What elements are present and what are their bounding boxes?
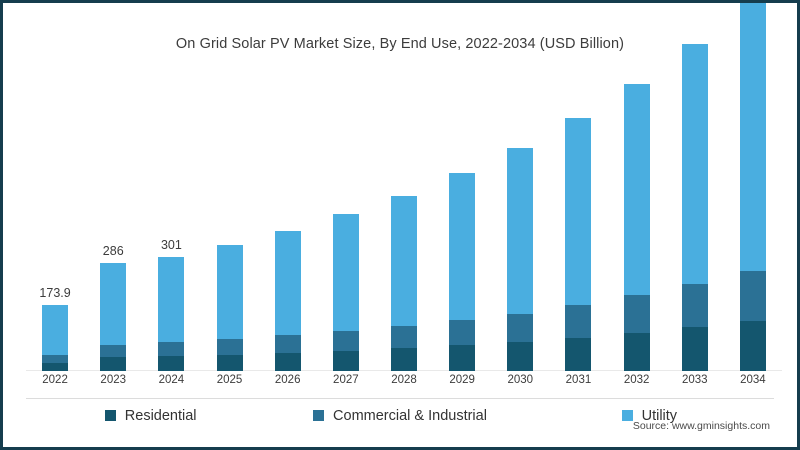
bar-group[interactable] <box>274 230 301 371</box>
x-tick-label: 2029 <box>449 374 475 386</box>
legend-item-residential[interactable]: Residential <box>26 408 275 424</box>
bar-value-label: 286 <box>102 243 124 258</box>
bar-segment-commercial-industrial[interactable] <box>158 342 185 357</box>
bar-segment-utility[interactable] <box>158 257 185 343</box>
bar-group[interactable] <box>507 147 534 371</box>
bar-segment-commercial-industrial[interactable] <box>274 335 301 353</box>
bar-segment-commercial-industrial[interactable] <box>332 330 359 351</box>
bar-segment-commercial-industrial[interactable] <box>739 271 766 321</box>
x-tick-label: 2032 <box>623 374 650 386</box>
x-tick-label: 2022 <box>42 374 68 386</box>
bar-segment-commercial-industrial[interactable] <box>623 295 650 333</box>
x-tick-label: 2027 <box>333 374 359 386</box>
bar-segment-residential[interactable] <box>565 337 592 371</box>
bar-group[interactable] <box>391 195 417 371</box>
bar-segment-utility[interactable] <box>623 83 650 296</box>
bar-group[interactable]: 286 <box>100 244 127 371</box>
bar-group[interactable]: 173.9 <box>39 286 71 371</box>
bar-segment-commercial-industrial[interactable] <box>449 320 476 346</box>
x-tick-label: 2030 <box>507 374 534 386</box>
legend-item-utility[interactable]: Utility <box>525 408 774 424</box>
legend-swatch-icon <box>104 410 116 421</box>
bar-group[interactable] <box>449 173 476 371</box>
x-tick-label: 2034 <box>740 374 766 386</box>
bar-group[interactable] <box>565 118 592 371</box>
bar-segment-residential[interactable] <box>274 352 301 371</box>
bar-segment-residential[interactable] <box>391 348 417 371</box>
bar-segment-utility[interactable] <box>274 230 301 336</box>
x-tick-label: 2026 <box>274 374 301 386</box>
x-axis-ticks: 2022 2023 2024 2025 2026 2027 2028 2029 2030 2031… <box>26 374 782 392</box>
bar-group[interactable] <box>332 213 359 371</box>
bar-segment-utility[interactable] <box>391 195 417 327</box>
bar-value-label: 173.9 <box>39 286 71 301</box>
legend-swatch-icon <box>621 410 633 421</box>
bar-segment-commercial-industrial[interactable] <box>565 305 592 338</box>
source-attribution: Source: www.gminsights.com <box>632 420 770 432</box>
bar-segment-utility[interactable] <box>216 245 243 340</box>
bar-segment-utility[interactable] <box>681 44 708 285</box>
bar-segment-commercial-industrial[interactable] <box>42 354 69 363</box>
bar-segment-residential[interactable] <box>681 327 708 371</box>
bar-value-label: 301 <box>160 238 182 253</box>
bar-segment-commercial-industrial[interactable] <box>681 284 708 328</box>
bar-segment-utility[interactable] <box>739 3 766 272</box>
chart-canvas: On Grid Solar PV Market Size, By End Use… <box>6 3 794 444</box>
chart-legend: Residential Commercial & Industrial Utilit… <box>26 398 774 428</box>
chart-title: On Grid Solar PV Market Size, By End Use… <box>175 36 625 52</box>
bar-segment-commercial-industrial[interactable] <box>507 313 534 342</box>
x-tick-label: 2028 <box>391 374 417 386</box>
bar-segment-residential[interactable] <box>332 350 359 371</box>
bar-segment-utility[interactable] <box>507 147 534 314</box>
legend-label: Commercial & Industrial <box>333 407 487 424</box>
bar-segment-residential[interactable] <box>449 345 476 371</box>
bar-segment-commercial-industrial[interactable] <box>216 339 243 355</box>
bar-segment-residential[interactable] <box>507 341 534 371</box>
bar-segment-commercial-industrial[interactable] <box>391 326 417 349</box>
bar-segment-utility[interactable] <box>449 173 476 321</box>
bar-segment-residential[interactable] <box>100 357 127 371</box>
bar-group[interactable] <box>681 44 708 371</box>
bar-segment-utility[interactable] <box>42 305 69 355</box>
bar-group[interactable] <box>216 245 243 371</box>
legend-label: Utility <box>641 407 678 424</box>
bar-segment-residential[interactable] <box>623 332 650 371</box>
x-tick-label: 2025 <box>216 374 243 386</box>
x-tick-label: 2024 <box>158 374 185 386</box>
bar-segment-utility[interactable] <box>565 118 592 306</box>
bar-segment-residential[interactable] <box>158 356 185 371</box>
bar-group[interactable] <box>739 3 766 371</box>
bar-segment-residential[interactable] <box>216 354 243 371</box>
legend-item-commercial-industrial[interactable]: Commercial & Industrial <box>275 408 524 424</box>
bar-segment-residential[interactable] <box>739 320 766 371</box>
bar-group[interactable] <box>623 83 650 371</box>
bar-segment-commercial-industrial[interactable] <box>100 344 127 358</box>
bar-segment-utility[interactable] <box>332 213 359 331</box>
x-tick-label: 2031 <box>565 374 592 386</box>
plot-area: 173.9 286 301 <box>26 3 782 371</box>
x-tick-label: 2033 <box>681 374 708 386</box>
bar-segment-residential[interactable] <box>42 362 69 371</box>
bar-group[interactable]: 301 <box>158 238 185 371</box>
legend-swatch-icon <box>313 410 325 421</box>
legend-label: Residential <box>124 407 197 424</box>
bar-segment-utility[interactable] <box>100 262 127 345</box>
x-tick-label: 2023 <box>100 374 127 386</box>
